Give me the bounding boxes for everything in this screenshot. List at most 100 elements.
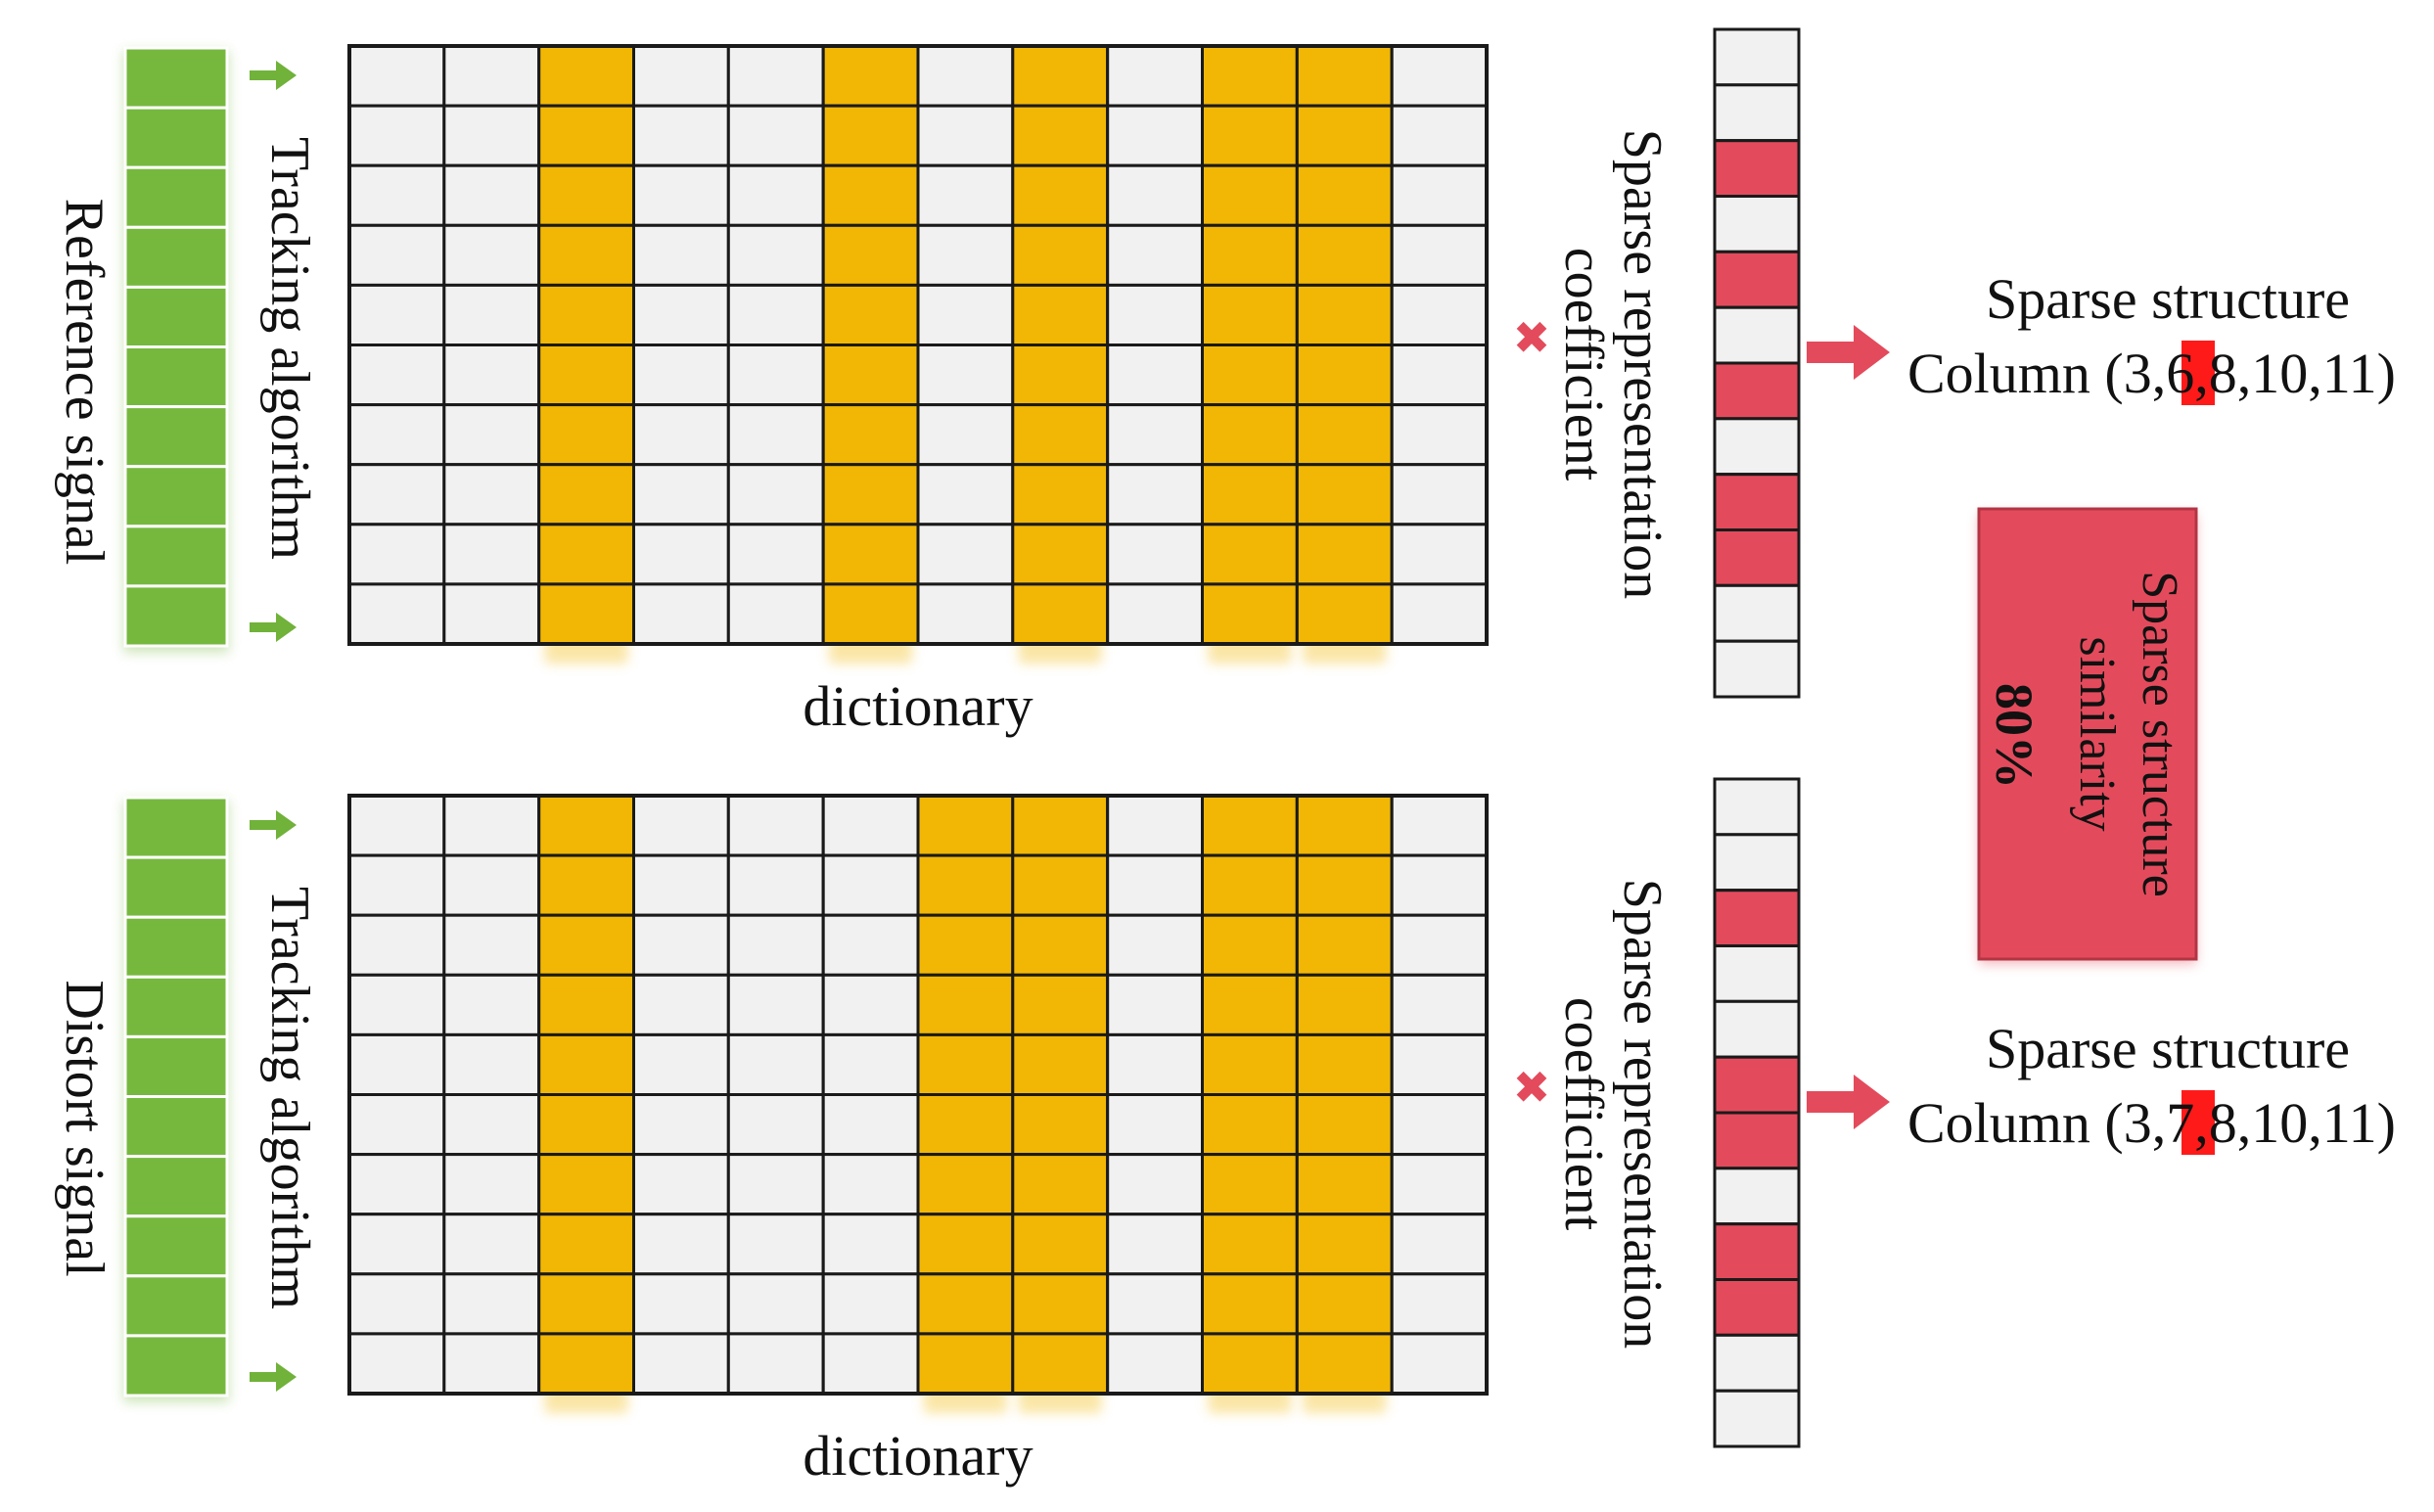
reference-coefficient-label-2: coefficient <box>1553 248 1614 481</box>
dictionary-atom <box>726 344 825 407</box>
dictionary-atom-selected <box>821 223 920 287</box>
dictionary-atom <box>1390 913 1489 977</box>
coefficient-zero <box>1713 583 1801 643</box>
dictionary-atom-selected <box>1011 1093 1110 1157</box>
dictionary-atom <box>1106 283 1204 346</box>
coefficient-nonzero <box>1713 889 1801 948</box>
dictionary-atom <box>916 523 1015 586</box>
dictionary-atom <box>821 1153 920 1216</box>
reference-structure-title: Sparse structure <box>1986 267 2350 331</box>
dictionary-atom <box>1106 1153 1204 1216</box>
dictionary-atom-selected <box>537 44 636 108</box>
dictionary-atom <box>1106 1272 1204 1336</box>
dictionary-atom <box>1390 794 1489 857</box>
dictionary-atom <box>347 1032 446 1097</box>
dictionary-atom-selected <box>537 223 636 287</box>
dictionary-atom <box>442 1153 541 1216</box>
distort-signal-label: Distort signal <box>54 980 115 1276</box>
dictionary-atom-selected <box>1295 973 1394 1036</box>
dictionary-atom-selected <box>537 463 636 527</box>
dictionary-atom-selected <box>1201 223 1299 287</box>
dictionary-atom <box>442 344 541 407</box>
dictionary-atom <box>632 1032 730 1097</box>
dictionary-atom <box>632 582 730 646</box>
dictionary-atom <box>347 344 446 407</box>
dictionary-atom-selected <box>1011 463 1110 527</box>
dictionary-atom-selected <box>916 913 1015 977</box>
dictionary-atom-selected <box>916 853 1015 917</box>
dictionary-atom <box>1390 344 1489 407</box>
dictionary-atom-selected <box>1295 223 1394 287</box>
dictionary-atom <box>442 463 541 527</box>
dictionary-atom <box>347 163 446 227</box>
dictionary-atom <box>632 523 730 586</box>
coefficient-zero <box>1713 944 1801 1003</box>
dictionary-atom <box>726 1093 825 1157</box>
distort-dictionary-grid <box>347 794 1489 1413</box>
dictionary-atom <box>726 582 825 646</box>
coefficient-nonzero <box>1713 1111 1801 1170</box>
dictionary-atom-selected <box>1201 1093 1299 1157</box>
signal-cell <box>123 1155 229 1218</box>
dictionary-atom-selected <box>1011 853 1110 917</box>
reference-signal-label: Reference signal <box>54 199 115 566</box>
dictionary-atom-selected <box>1201 582 1299 646</box>
dictionary-atom <box>632 1153 730 1216</box>
dictionary-atom-selected <box>1295 1332 1394 1396</box>
dictionary-atom <box>1390 582 1489 646</box>
dictionary-atom <box>347 223 446 287</box>
dictionary-atom <box>347 44 446 108</box>
coefficient-nonzero <box>1713 139 1801 198</box>
signal-cell <box>123 225 229 289</box>
dictionary-atom <box>442 104 541 167</box>
dictionary-atom <box>632 853 730 917</box>
dictionary-atom <box>1390 1332 1489 1396</box>
dictionary-atom <box>632 1272 730 1336</box>
dictionary-atom-selected <box>537 1093 636 1157</box>
signal-cell <box>123 525 229 588</box>
dictionary-atom-selected <box>1011 973 1110 1036</box>
reference-signal-vector <box>123 46 229 648</box>
dictionary-atom <box>1390 853 1489 917</box>
similarity-label-line1: Sparse structure <box>2132 571 2187 897</box>
dictionary-atom-selected <box>1201 853 1299 917</box>
coefficient-zero <box>1713 639 1801 699</box>
dictionary-atom-selected <box>821 403 920 467</box>
signal-cell <box>123 405 229 469</box>
coefficient-zero <box>1713 305 1801 365</box>
dictionary-atom-selected <box>537 1272 636 1336</box>
dictionary-atom <box>442 1213 541 1276</box>
reference-algorithm-label: Tracking algorithm <box>259 137 320 560</box>
dictionary-atom-selected <box>1201 1213 1299 1276</box>
dictionary-atom <box>821 973 920 1036</box>
coefficient-nonzero <box>1713 473 1801 532</box>
dictionary-atom <box>1106 223 1204 287</box>
dictionary-atom-selected <box>821 104 920 167</box>
dictionary-atom <box>821 1032 920 1097</box>
dictionary-atom <box>1390 1032 1489 1097</box>
dictionary-atom-selected <box>1295 403 1394 467</box>
dictionary-atom-selected <box>1295 1153 1394 1216</box>
dictionary-atom <box>726 163 825 227</box>
dictionary-atom-selected <box>1201 913 1299 977</box>
dictionary-atom <box>347 1272 446 1336</box>
dictionary-atom-selected <box>1011 1272 1110 1336</box>
dictionary-atom-selected <box>537 163 636 227</box>
signal-cell <box>123 465 229 528</box>
dictionary-atom <box>632 1213 730 1276</box>
signal-cell <box>123 796 229 859</box>
similarity-value: 80% <box>1985 683 2044 789</box>
coefficient-nonzero <box>1713 361 1801 421</box>
dictionary-atom <box>347 1153 446 1216</box>
dictionary-atom <box>347 1332 446 1396</box>
distort-coefficient-vector <box>1713 777 1801 1448</box>
reference-structure-columns: Column (3,6,8,10,11) <box>1907 342 2396 405</box>
dictionary-atom <box>347 403 446 467</box>
dictionary-atom-selected <box>1011 794 1110 857</box>
signal-cell <box>123 165 229 229</box>
dictionary-atom <box>1390 283 1489 346</box>
coefficient-zero <box>1713 417 1801 477</box>
dictionary-atom-selected <box>537 283 636 346</box>
dictionary-atom <box>726 104 825 167</box>
dictionary-atom <box>726 1032 825 1097</box>
